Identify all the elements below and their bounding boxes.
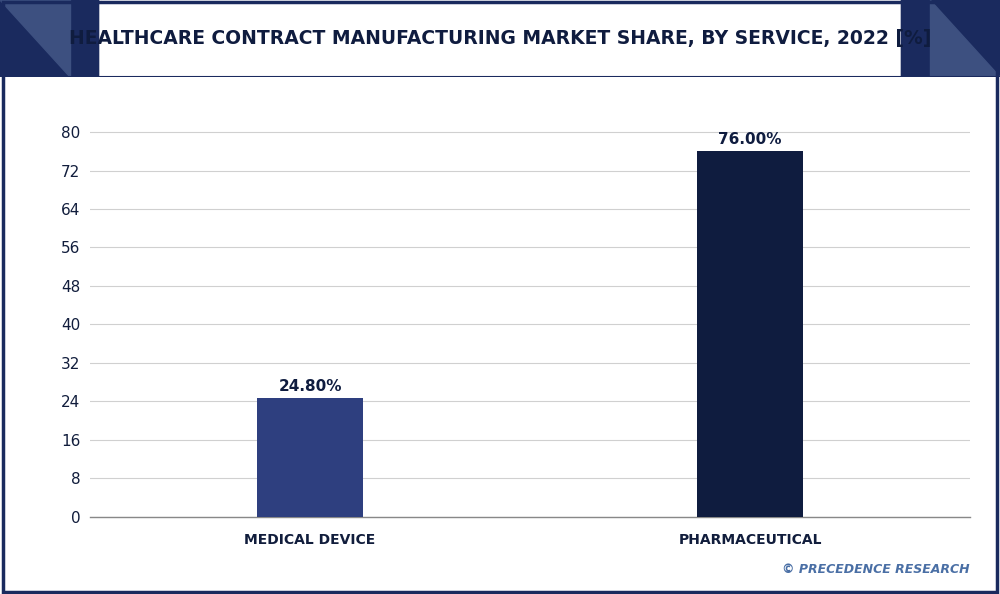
Polygon shape [0,0,100,77]
Text: 76.00%: 76.00% [718,132,782,147]
Bar [697,151,803,517]
Text: HEALTHCARE CONTRACT MANUFACTURING MARKET SHARE, BY SERVICE, 2022 [%]: HEALTHCARE CONTRACT MANUFACTURING MARKET… [69,29,931,48]
Polygon shape [100,0,150,77]
Polygon shape [0,0,70,77]
Polygon shape [930,0,1000,77]
Text: 24.80%: 24.80% [278,379,342,394]
Text: © PRECEDENCE RESEARCH: © PRECEDENCE RESEARCH [782,563,970,576]
Polygon shape [850,0,900,77]
Bar [257,397,363,517]
Polygon shape [900,0,1000,77]
